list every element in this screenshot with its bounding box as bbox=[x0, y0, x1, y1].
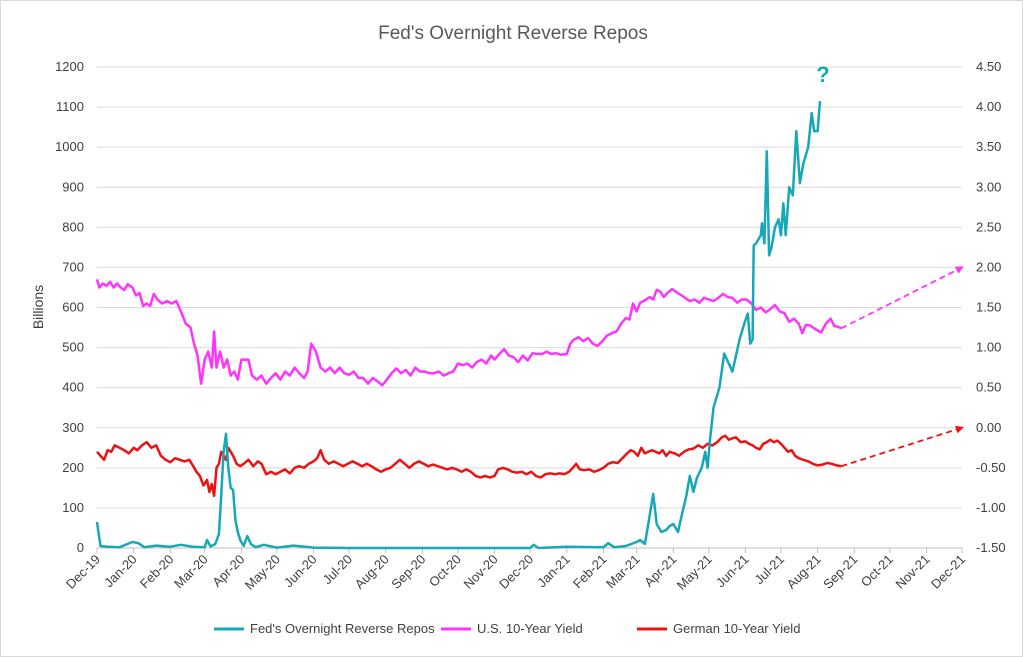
x-tick-label: Feb-20 bbox=[137, 552, 177, 592]
y-tick-label: 400 bbox=[62, 380, 84, 395]
left-axis-ticks: 0 100 200 300 400 500 600 700 800 900 1000 1100 1200 bbox=[55, 59, 84, 555]
x-tick-label: Apr-20 bbox=[209, 552, 247, 590]
us-yield-projection-arrow bbox=[840, 266, 964, 330]
y-tick-label: 700 bbox=[62, 259, 84, 274]
series-layer bbox=[95, 101, 842, 550]
x-axis-ticks: Dec-19Jan-20Feb-20Mar-20Apr-20May-20Jun-… bbox=[63, 548, 968, 593]
us-yield-series-line bbox=[95, 279, 842, 387]
y-tick-label: 100 bbox=[62, 500, 84, 515]
y-tick-label: 200 bbox=[62, 460, 84, 475]
x-tick-label: Sep-20 bbox=[388, 552, 428, 592]
x-tick-label: Aug-21 bbox=[784, 552, 824, 592]
y-right-tick-label: -0.50 bbox=[976, 460, 1006, 475]
legend-label: Fed's Overnight Reverse Repos bbox=[250, 621, 435, 636]
german-yield-projection-arrow bbox=[841, 425, 964, 468]
y-tick-label: 600 bbox=[62, 300, 84, 315]
y-tick-label: 800 bbox=[62, 219, 84, 234]
y-right-tick-label: 1.50 bbox=[976, 300, 1001, 315]
x-tick-label: Nov-20 bbox=[460, 552, 500, 592]
y-right-tick-label: 4.00 bbox=[976, 99, 1001, 114]
chart-title: Fed's Overnight Reverse Repos bbox=[378, 23, 648, 44]
x-tick-label: May-20 bbox=[242, 552, 283, 593]
annotation-question-mark: ? bbox=[816, 62, 829, 87]
y-tick-label: 300 bbox=[62, 420, 84, 435]
y-tick-label: 500 bbox=[62, 340, 84, 355]
y-tick-label: 1200 bbox=[55, 59, 84, 74]
x-tick-label: Dec-20 bbox=[496, 552, 536, 592]
x-tick-label: Apr-21 bbox=[641, 552, 679, 590]
x-tick-label: Aug-20 bbox=[352, 552, 392, 592]
y-right-tick-label: 4.50 bbox=[976, 59, 1001, 74]
x-tick-label: Jul-20 bbox=[320, 552, 356, 588]
x-tick-label: Jun-21 bbox=[713, 552, 752, 591]
projection-layer bbox=[840, 266, 964, 468]
x-tick-label: Jun-20 bbox=[281, 552, 320, 591]
y-right-tick-label: 2.00 bbox=[976, 259, 1001, 274]
legend-item-us-yield: U.S. 10-Year Yield bbox=[441, 621, 583, 636]
x-tick-label: Jan-20 bbox=[101, 552, 140, 591]
x-tick-label: Oct-20 bbox=[426, 552, 464, 590]
x-tick-label: Mar-20 bbox=[171, 552, 211, 592]
x-tick-label: Dec-21 bbox=[928, 552, 968, 592]
x-tick-label: Sep-21 bbox=[820, 552, 860, 592]
y-right-tick-label: 0.00 bbox=[976, 420, 1001, 435]
german-yield-series-line bbox=[96, 434, 842, 498]
y-right-tick-label: -1.50 bbox=[976, 540, 1006, 555]
y-right-tick-label: 2.50 bbox=[976, 219, 1001, 234]
x-tick-label: Dec-19 bbox=[63, 552, 103, 592]
legend-label: U.S. 10-Year Yield bbox=[477, 621, 583, 636]
legend-item-german-yield: German 10-Year Yield bbox=[637, 621, 800, 636]
x-tick-label: Oct-21 bbox=[858, 552, 896, 590]
y-right-tick-label: -1.00 bbox=[976, 500, 1006, 515]
gridlines bbox=[97, 66, 962, 549]
y-right-tick-label: 0.50 bbox=[976, 380, 1001, 395]
x-tick-label: Jul-21 bbox=[751, 552, 787, 588]
y-tick-label: 1100 bbox=[56, 99, 84, 114]
x-tick-label: May-21 bbox=[674, 552, 715, 593]
legend-item-repos: Fed's Overnight Reverse Repos bbox=[214, 621, 435, 636]
x-tick-label: Jan-21 bbox=[534, 552, 573, 591]
x-tick-label: Feb-21 bbox=[570, 552, 610, 592]
legend-label: German 10-Year Yield bbox=[673, 621, 800, 636]
y-right-tick-label: 3.00 bbox=[976, 179, 1001, 194]
y-right-tick-label: 3.50 bbox=[976, 139, 1001, 154]
right-axis-ticks: -1.50 -1.00 -0.50 0.00 0.50 1.00 1.50 2.00 2.50 3… bbox=[976, 59, 1006, 555]
y-tick-label: 0 bbox=[77, 540, 84, 555]
repos-series-line bbox=[95, 101, 822, 550]
y-axis-label: Billions bbox=[30, 285, 46, 329]
y-tick-label: 900 bbox=[62, 179, 84, 194]
x-tick-label: Mar-21 bbox=[603, 552, 643, 592]
y-tick-label: 1000 bbox=[55, 139, 84, 154]
y-right-tick-label: 1.00 bbox=[976, 340, 1001, 355]
x-tick-label: Nov-21 bbox=[892, 552, 932, 592]
legend: Fed's Overnight Reverse Repos U.S. 10-Yea… bbox=[214, 621, 800, 636]
